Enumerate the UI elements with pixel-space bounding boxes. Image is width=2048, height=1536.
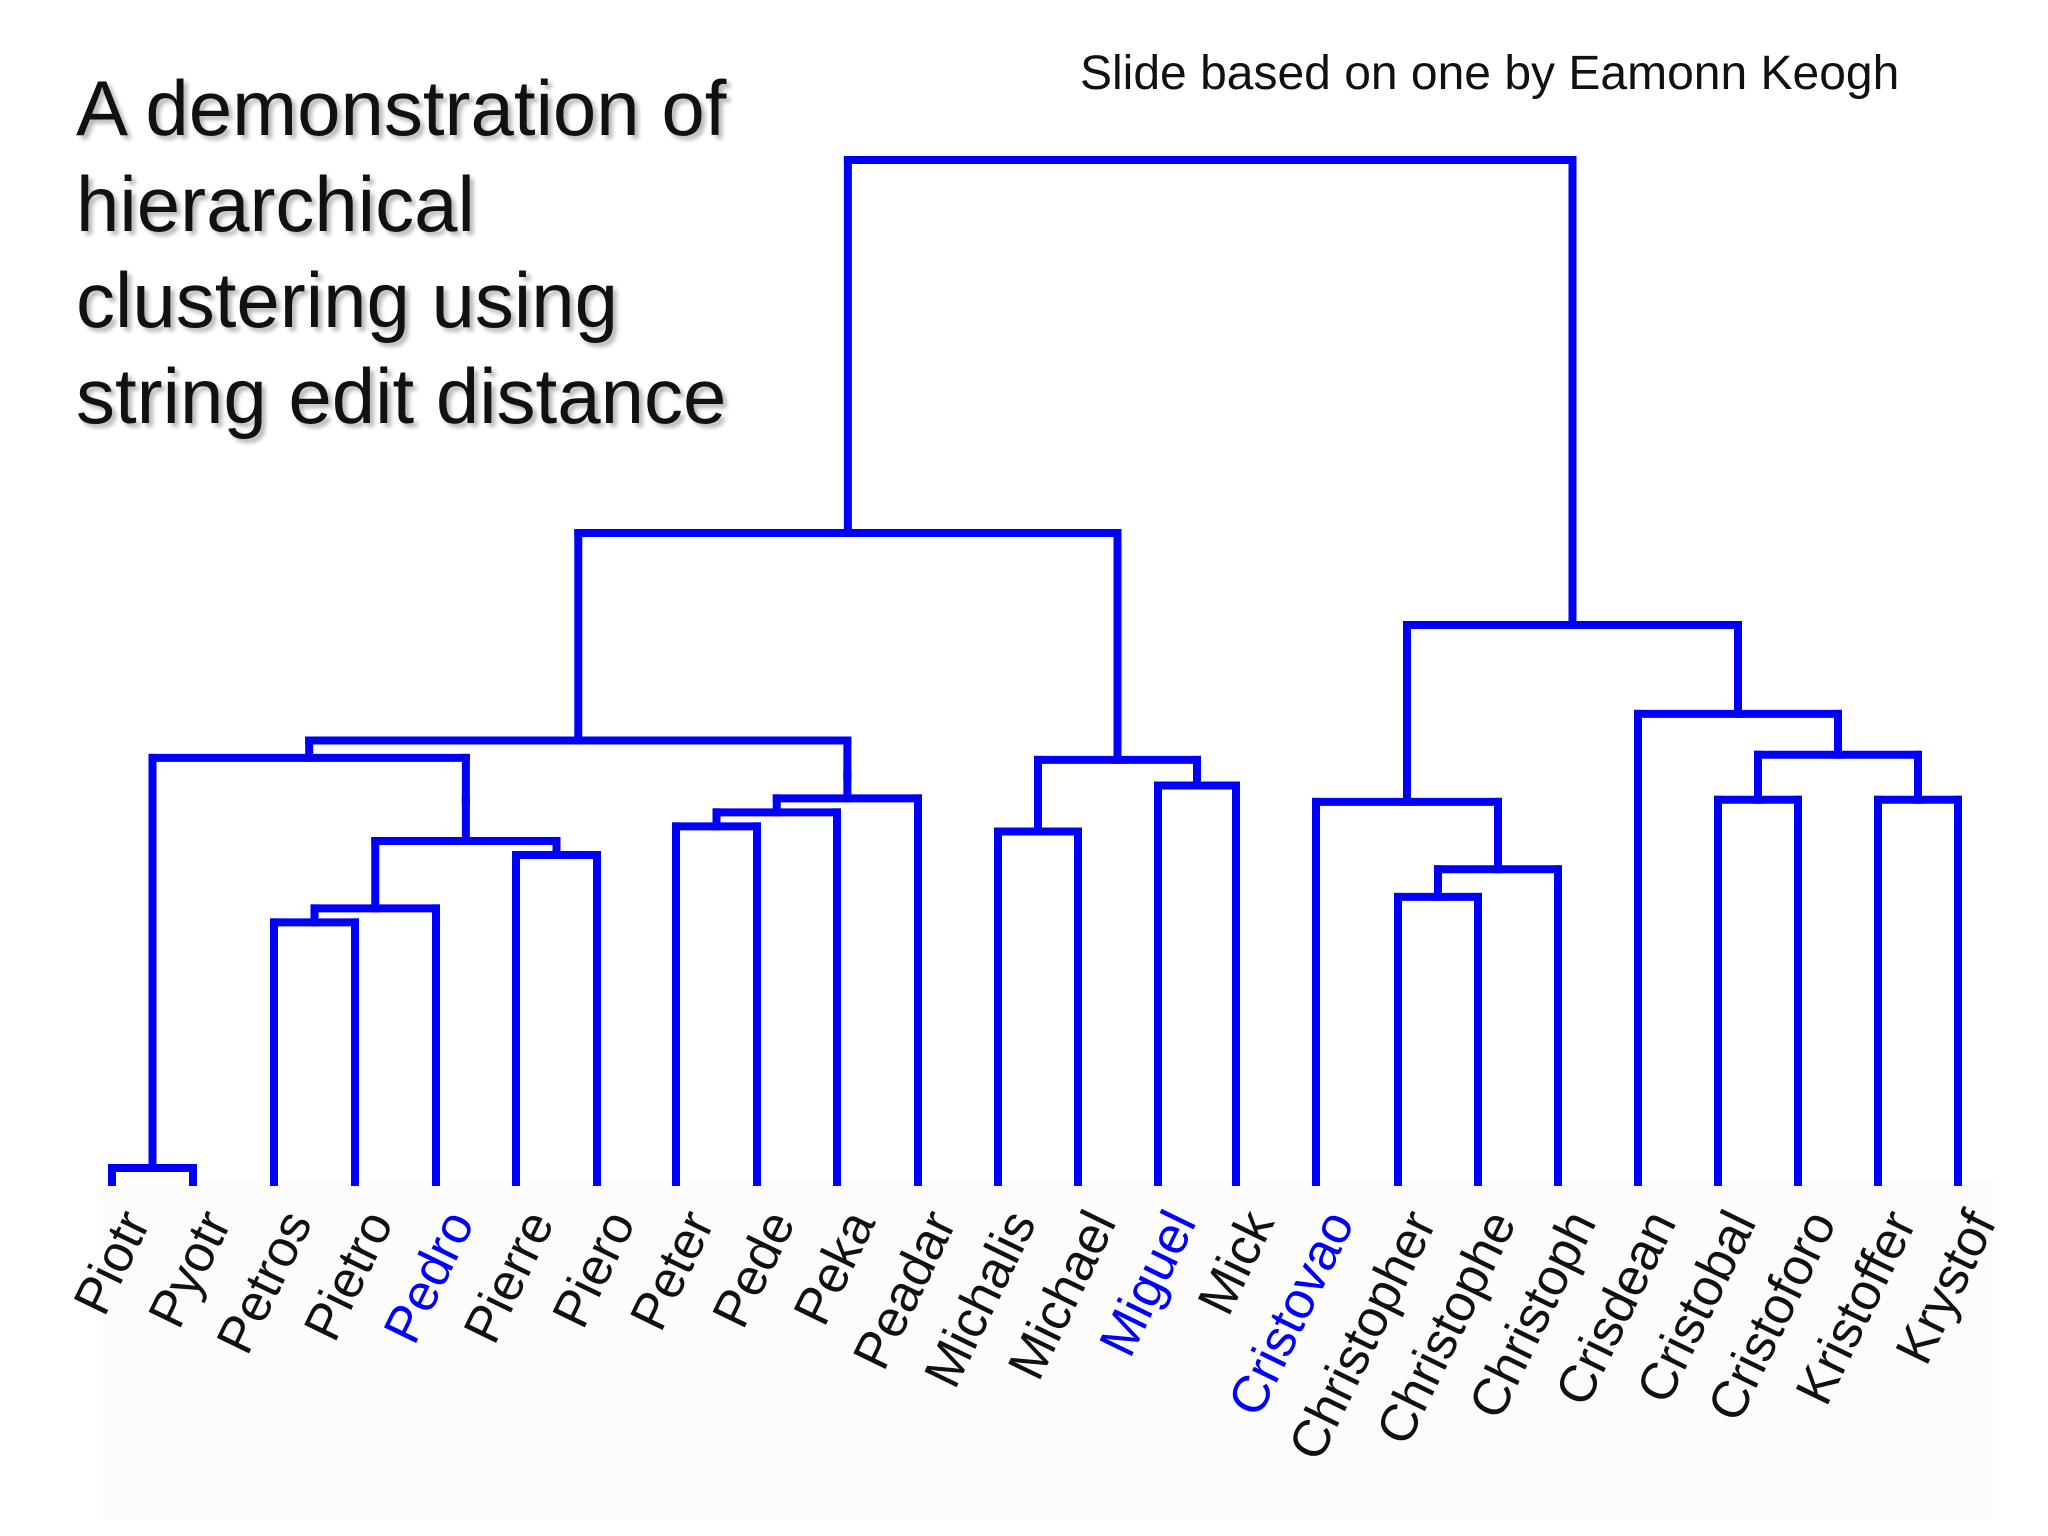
leaf-label-pede: Pede	[701, 1202, 806, 1337]
title-line-2: hierarchical	[76, 160, 475, 248]
credit-note: Slide based on one by Eamonn Keogh	[1080, 47, 1900, 100]
label-panel	[98, 1180, 1998, 1520]
title-line-4: string edit distance	[76, 352, 727, 440]
title-line-1: A demonstration of	[76, 64, 727, 152]
slide-title: A demonstration of hierarchical clusteri…	[76, 60, 796, 444]
title-line-3: clustering using	[76, 256, 618, 344]
